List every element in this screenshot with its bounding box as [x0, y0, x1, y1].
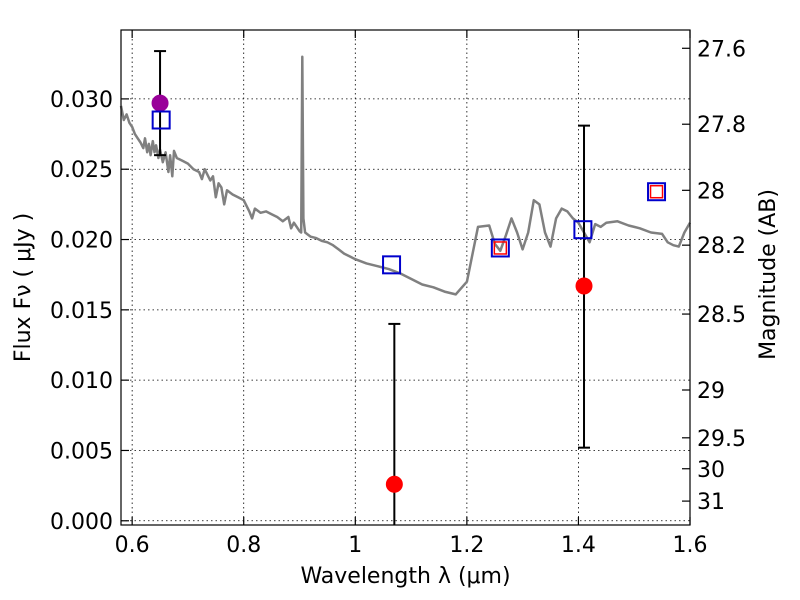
x-tick-label: 0.8	[226, 533, 261, 558]
observed-flux-point	[151, 94, 169, 112]
y-axis-label: Flux Fν ( μJy )	[11, 213, 36, 362]
y-tick-label: 0.020	[50, 229, 113, 254]
right-tick-label: 28	[697, 179, 725, 204]
model-flux-red-square	[649, 184, 664, 199]
model-flux-blue-square	[382, 255, 402, 275]
y-tick-label: 0.000	[50, 510, 113, 535]
right-tick-label: 28.5	[697, 303, 746, 328]
model-flux-blue-square	[151, 110, 171, 130]
right-tick-label: 28.2	[697, 234, 746, 259]
x-tick-label: 1.4	[561, 533, 596, 558]
grid-lines	[121, 30, 691, 525]
error-bars	[154, 50, 591, 525]
x-tick-label: 1.2	[449, 533, 484, 558]
right-axis-label: Magnitude (AB)	[756, 189, 781, 360]
y-tick-label: 0.005	[50, 439, 113, 464]
right-tick-label: 27.6	[697, 37, 746, 62]
template-sed-line	[119, 55, 692, 296]
model-flux-blue-square	[490, 238, 510, 258]
y-tick-label: 0.030	[50, 88, 113, 113]
observed-flux-point	[385, 475, 403, 493]
model-flux-red-square	[493, 241, 508, 255]
plot-frame	[120, 29, 691, 526]
tick-labels: 0.6 0.8 1 1.2 1.4 1.6 0.000 0.005 0.010 0.015 0.02…	[50, 37, 746, 558]
x-axis-label: Wavelength λ (μm)	[300, 564, 510, 589]
axis-ticks	[121, 30, 691, 525]
template-sed-series	[119, 55, 692, 296]
right-tick-label: 29	[697, 379, 725, 404]
model-flux-blue-square	[573, 220, 593, 240]
x-tick-label: 0.6	[115, 533, 150, 558]
observed-flux-point	[575, 277, 593, 295]
right-tick-label: 30	[697, 458, 725, 483]
data-markers	[151, 94, 667, 493]
y-tick-label: 0.010	[50, 369, 113, 394]
right-tick-label: 27.8	[697, 113, 746, 138]
right-tick-label: 31	[697, 490, 725, 515]
y-tick-label: 0.015	[50, 299, 113, 324]
model-flux-blue-square	[647, 182, 667, 202]
x-tick-label: 1.6	[673, 533, 708, 558]
right-tick-label: 29.5	[697, 427, 746, 452]
x-tick-label: 1	[348, 533, 362, 558]
y-tick-label: 0.025	[50, 158, 113, 183]
